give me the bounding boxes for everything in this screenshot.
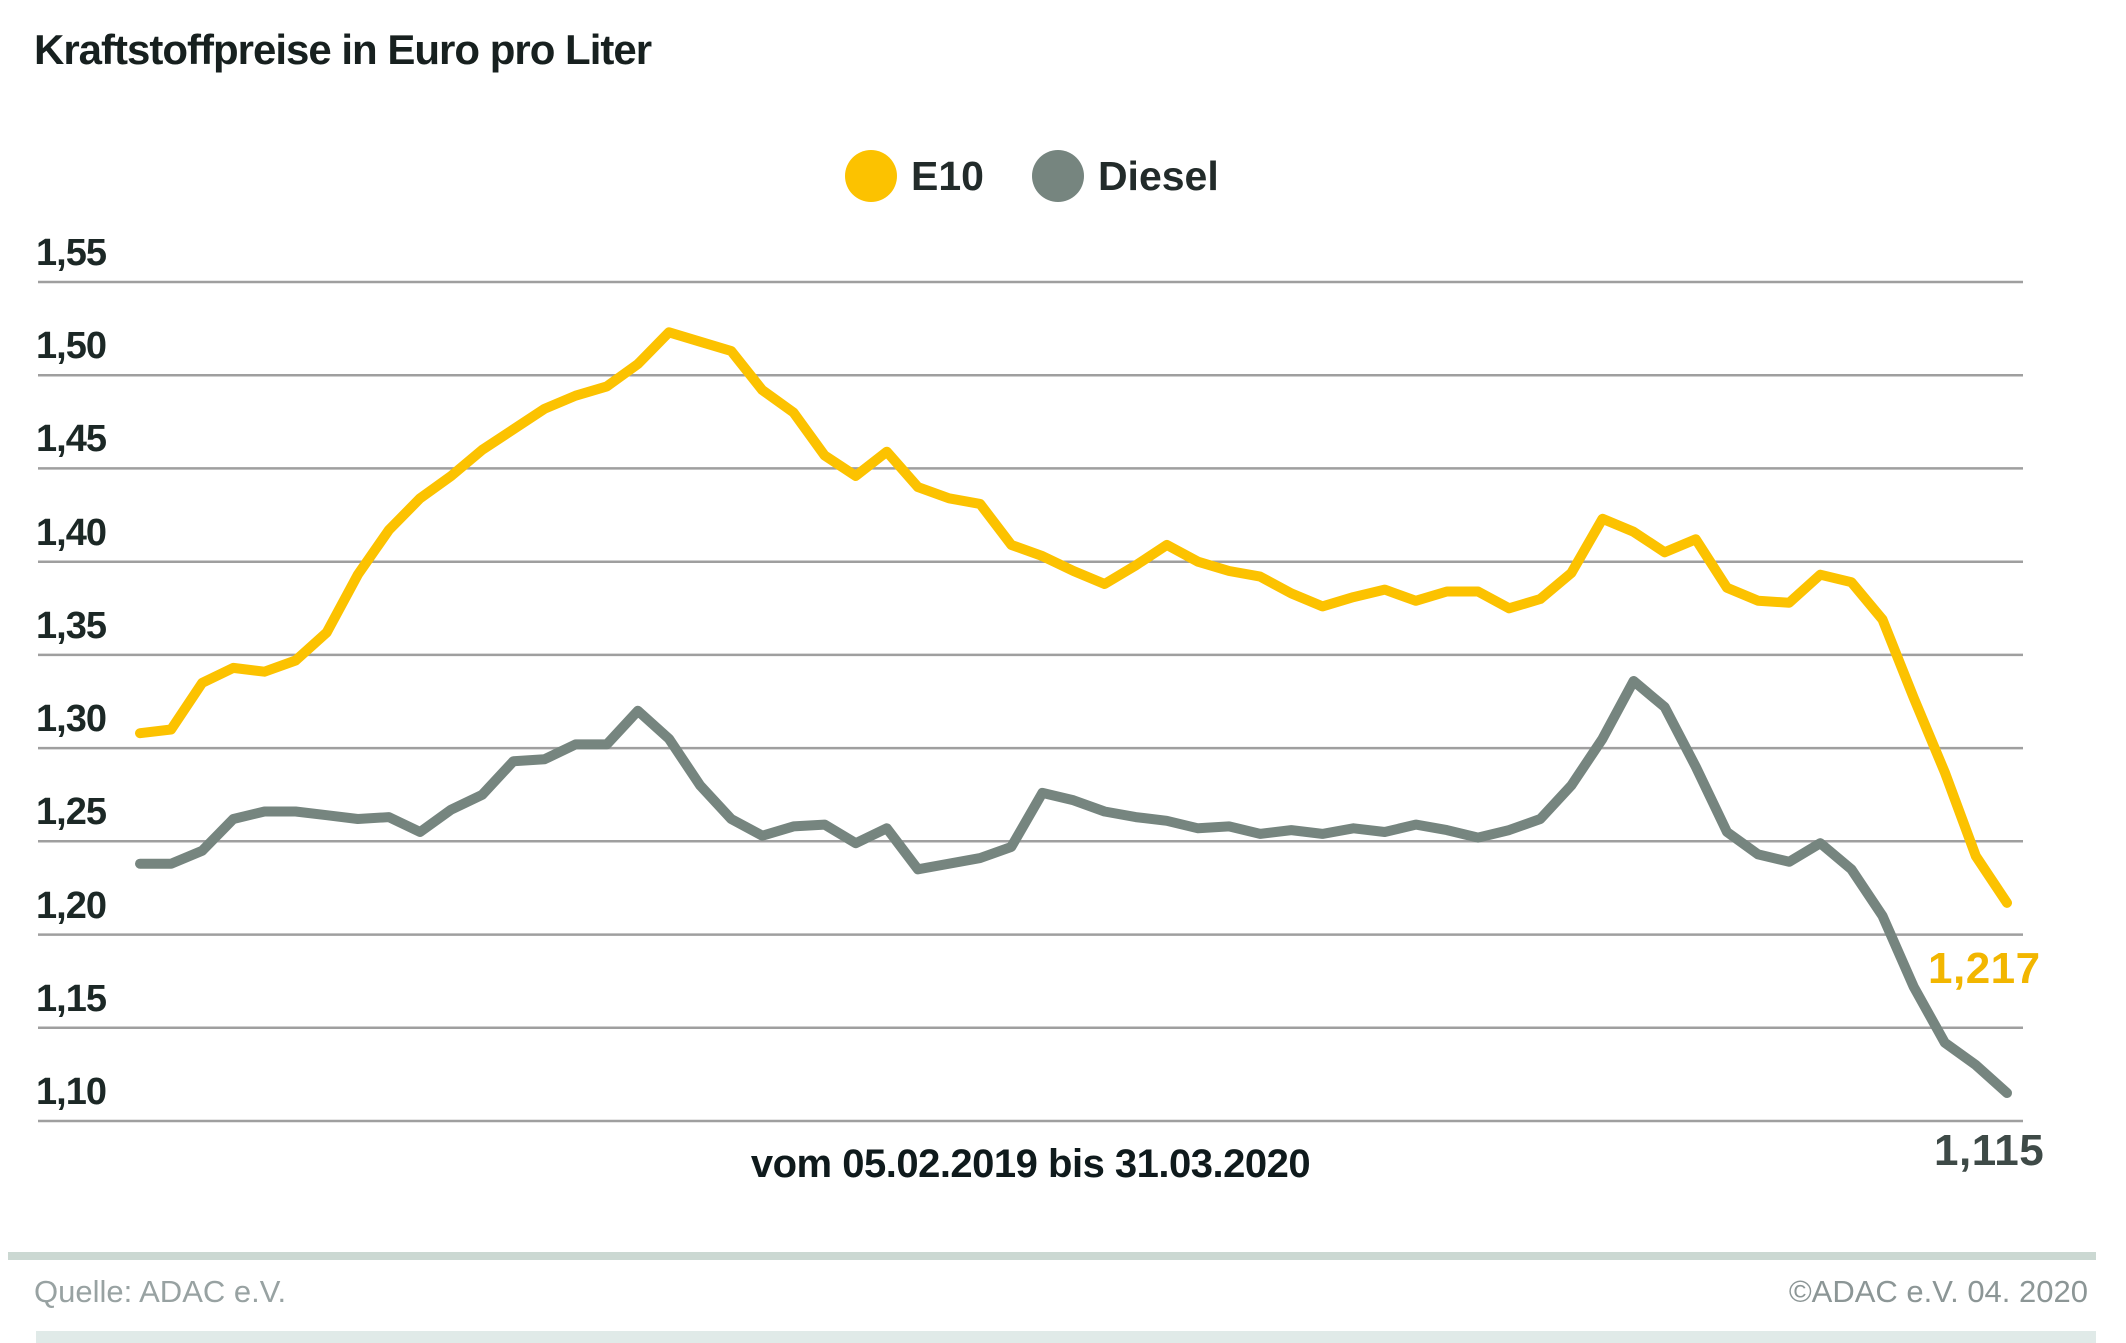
diesel-price-line xyxy=(135,676,2012,1098)
legend-item-diesel: Diesel xyxy=(1031,150,1219,202)
e10-legend-label: E10 xyxy=(911,153,984,199)
y-tick-label: 1,50 xyxy=(36,325,107,368)
footer-divider xyxy=(8,1252,2096,1260)
e10-price-line xyxy=(135,327,2012,908)
y-tick-label: 1,25 xyxy=(36,791,107,834)
y-tick-label: 1,10 xyxy=(36,1071,107,1113)
legend: E10 Diesel xyxy=(845,150,1219,202)
diesel-legend-label: Diesel xyxy=(1097,153,1219,199)
e10-legend-dot-icon xyxy=(845,150,897,202)
y-tick-label: 1,45 xyxy=(36,418,107,461)
y-tick-label: 1,40 xyxy=(36,511,107,554)
y-tick-label: 1,15 xyxy=(36,977,107,1020)
y-tick-label: 1,55 xyxy=(36,232,107,274)
chart-title: Kraftstoffpreise in Euro pro Liter xyxy=(34,26,652,73)
bottom-section-edge xyxy=(36,1331,2096,1343)
e10-final-value-label: 1,217 xyxy=(1928,944,2041,993)
diesel-final-value-label: 1,115 xyxy=(1934,1126,2045,1175)
source-credit: Quelle: ADAC e.V. xyxy=(34,1274,287,1309)
x-axis-date-range-label: vom 05.02.2019 bis 31.03.2020 xyxy=(750,1142,1311,1186)
y-tick-label: 1,35 xyxy=(36,604,107,647)
y-tick-label: 1,20 xyxy=(36,884,107,927)
legend-item-e10: E10 xyxy=(845,150,984,202)
y-tick-label: 1,30 xyxy=(36,698,107,741)
diesel-legend-dot-icon xyxy=(1031,150,1084,202)
copyright-note: ©ADAC e.V. 04. 2020 xyxy=(1788,1274,2088,1309)
